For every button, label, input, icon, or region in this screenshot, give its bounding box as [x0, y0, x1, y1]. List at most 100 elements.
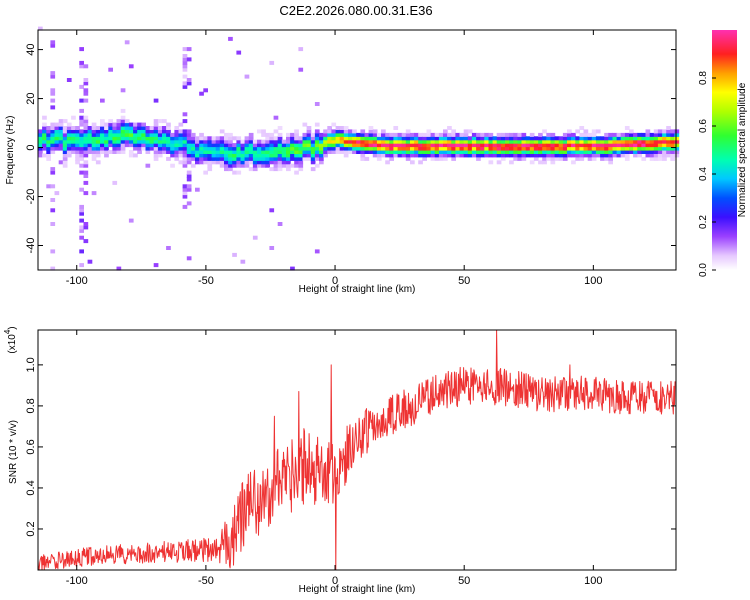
- spectrogram-cell: [50, 71, 56, 76]
- spectrogram-cell: [219, 146, 225, 151]
- spectrogram-cell: [133, 129, 138, 134]
- spectrogram-cell: [633, 136, 638, 141]
- spectrogram-cell: [343, 146, 349, 151]
- spectrogram-cell: [525, 143, 531, 148]
- spectrogram-cell: [529, 160, 535, 165]
- spectrogram-cell: [376, 153, 382, 158]
- spectrogram-cell: [236, 163, 242, 168]
- spectrogram-cell: [166, 129, 171, 134]
- spectrogram-cell: [426, 139, 432, 144]
- spectrogram-cell: [79, 187, 84, 192]
- spectrogram-cell: [120, 108, 126, 113]
- spectrogram-cell: [604, 153, 609, 158]
- spectrogram-cell: [157, 150, 163, 154]
- spectrogram-cell: [422, 150, 427, 154]
- spectrogram-cell: [190, 146, 196, 151]
- spectrogram-cell: [562, 150, 568, 154]
- spectrogram-cell: [583, 136, 589, 141]
- snr-panel: -100 -50 0 50 100 0.2 0.4 0.6 0.8 1.0 Height of s…: [3, 326, 677, 595]
- spectrogram-cell: [261, 139, 266, 144]
- spectrogram-cell: [637, 136, 642, 141]
- spectrogram-cell: [459, 150, 465, 154]
- spectrogram-cell: [521, 143, 527, 148]
- spectrogram-cell: [405, 139, 411, 144]
- spectrogram-cell: [410, 153, 415, 158]
- spectrogram-cell: [624, 156, 630, 161]
- snr-x-tick-label: 100: [584, 575, 602, 587]
- spectrogram-cell: [62, 132, 68, 137]
- spectrogram-cell: [484, 143, 489, 148]
- spectrogram-cell: [252, 139, 258, 144]
- spectrogram-cell: [62, 160, 68, 165]
- spectrogram-cell: [335, 136, 341, 141]
- spectrogram-cell: [153, 263, 159, 268]
- spectrogram-cell: [240, 156, 246, 161]
- spectrogram-cell: [567, 132, 572, 137]
- spectrogram-cell: [595, 146, 601, 151]
- spectrogram-cell: [323, 139, 328, 144]
- spectrogram-cell: [476, 132, 481, 137]
- spectrogram-cell: [157, 153, 163, 158]
- spectrogram-cell: [657, 156, 663, 161]
- spectrogram-cell: [182, 81, 188, 86]
- spectrogram-cell: [273, 153, 279, 158]
- spectrogram-cell: [381, 143, 386, 148]
- spectrogram-cell: [182, 57, 188, 62]
- spectrogram-cell: [269, 132, 275, 137]
- spectrogram-cell: [240, 163, 246, 168]
- spectrogram-cell: [166, 156, 171, 161]
- spectrogram-cell: [600, 136, 605, 141]
- spectrogram-cell: [116, 150, 122, 154]
- spectrogram-cell: [83, 222, 89, 226]
- spectrogram-cell: [269, 139, 275, 144]
- spectrogram-cell: [480, 146, 485, 151]
- spectrogram-cell: [492, 150, 498, 154]
- spectrogram-cell: [662, 146, 667, 151]
- spectrogram-cell: [162, 119, 167, 124]
- spectrogram-cell: [533, 139, 539, 144]
- spectrogram-cell: [128, 129, 134, 134]
- spectrogram-cell: [604, 146, 609, 151]
- spectrogram-cell: [145, 139, 151, 144]
- spectrogram-cell: [533, 153, 539, 158]
- spectrogram-cell: [219, 136, 225, 141]
- spectrogram-cell: [149, 139, 155, 144]
- spectrogram-cell: [116, 266, 122, 271]
- spectrogram-cell: [314, 156, 320, 161]
- spectrogram-cell: [310, 153, 316, 158]
- spectrogram-cell: [376, 143, 382, 148]
- spectrogram-cell: [447, 132, 452, 137]
- spectrogram-cell: [364, 136, 370, 141]
- spectrogram-cell: [314, 153, 320, 158]
- spectrogram-cell: [620, 146, 626, 151]
- spectrogram-cell: [587, 139, 593, 144]
- spectrogram-cell: [252, 235, 258, 240]
- spectrogram-cell: [120, 122, 126, 127]
- spectrogram-cell: [128, 132, 134, 137]
- spectrogram-cell: [376, 136, 382, 141]
- spectrogram-cell: [128, 126, 134, 130]
- spectrogram-cell: [418, 139, 423, 144]
- spectrogram-cell: [120, 126, 126, 130]
- spectrogram-cell: [224, 132, 229, 137]
- spectrogram-cell: [546, 139, 551, 144]
- spectrogram-cell: [71, 129, 76, 134]
- spectrogram-cell: [385, 153, 390, 158]
- spectrogram-cell: [616, 146, 622, 151]
- spectrogram-cell: [509, 153, 514, 158]
- spectrogram-cell: [186, 129, 192, 134]
- spectrogram-cell: [455, 132, 461, 137]
- spectrogram-cell: [71, 136, 76, 141]
- spectrogram-cell: [261, 143, 266, 148]
- spectrogram-cell: [372, 136, 378, 141]
- spectrogram-cell: [314, 139, 320, 144]
- spectrogram-cell: [244, 74, 250, 79]
- spectrogram-cell: [662, 129, 667, 134]
- spectrogram-cell: [422, 132, 427, 137]
- spectrogram-cell: [418, 153, 423, 158]
- spectrogram-cell: [306, 129, 312, 134]
- spectrogram-cell: [314, 146, 320, 151]
- spectrogram-cell: [306, 150, 312, 154]
- spectrogram-cell: [509, 150, 514, 154]
- spectrogram-cell: [645, 153, 651, 158]
